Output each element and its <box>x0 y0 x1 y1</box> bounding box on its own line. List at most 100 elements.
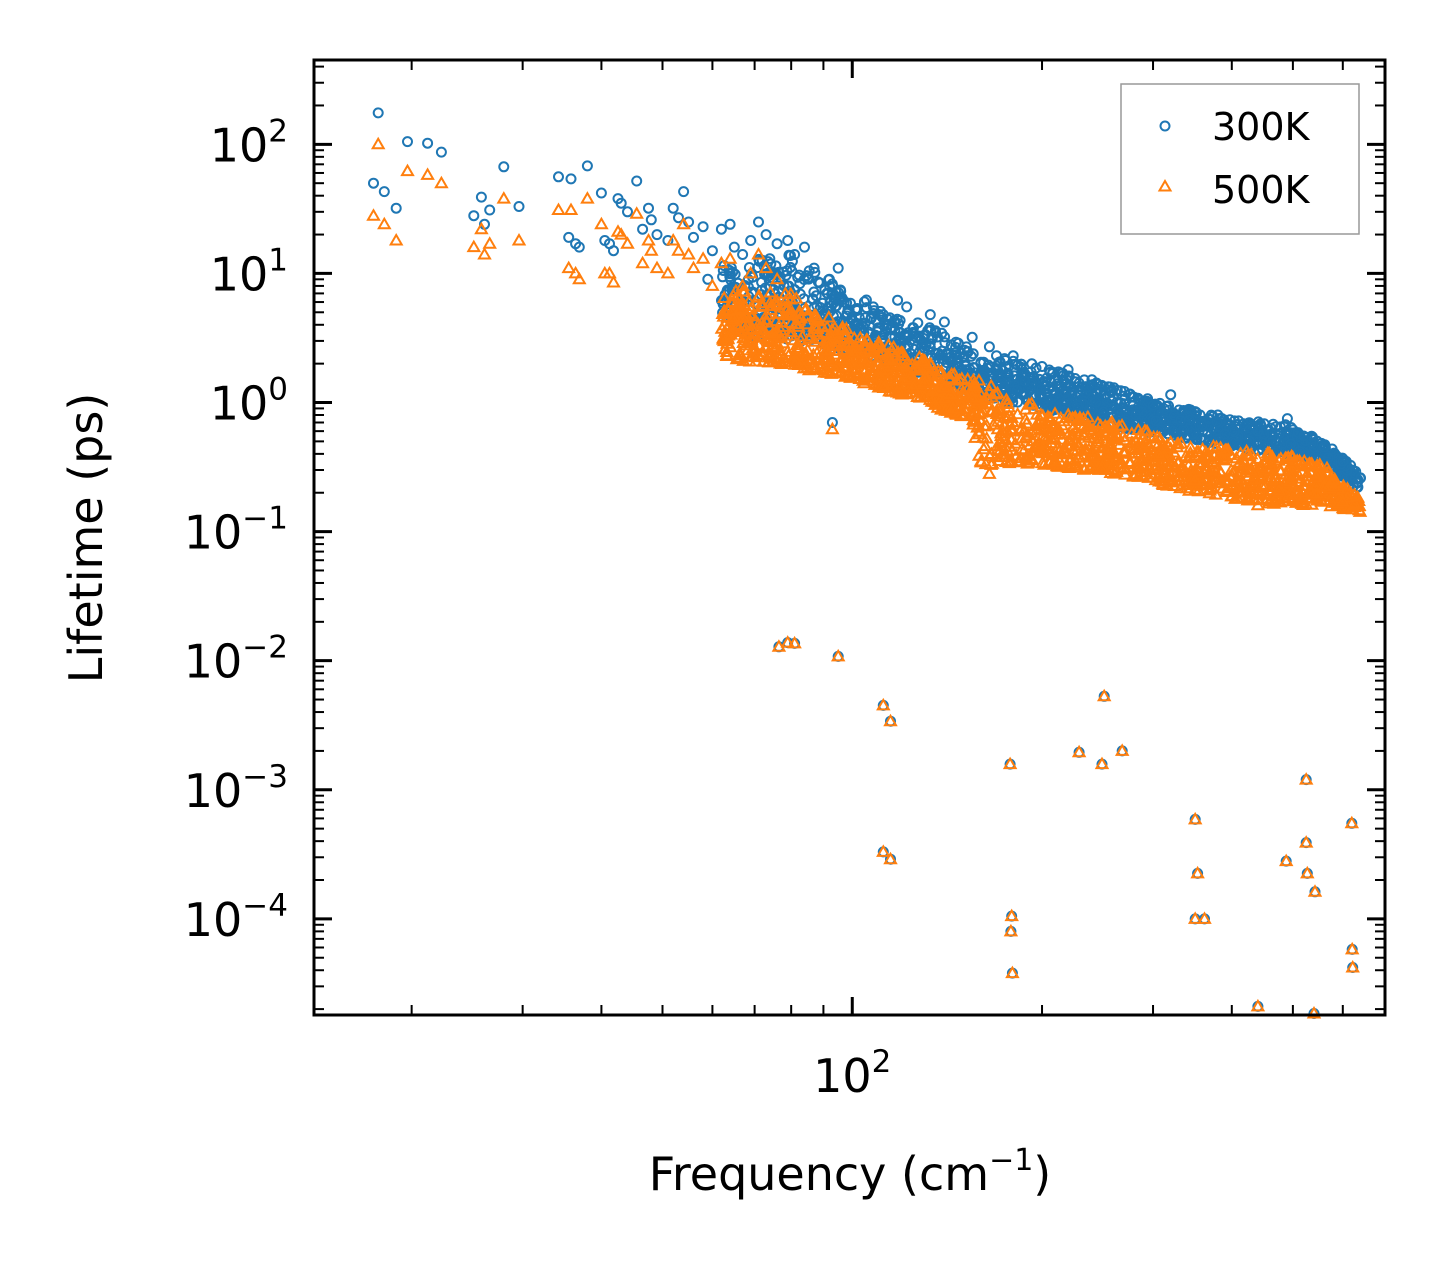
data-point <box>723 295 739 308</box>
data-point <box>983 378 999 392</box>
data-point <box>388 233 404 246</box>
data-point <box>1007 350 1019 362</box>
data-point <box>1217 443 1233 456</box>
data-point <box>511 233 527 246</box>
data-point <box>1010 406 1025 420</box>
data-point <box>1171 454 1187 467</box>
data-point <box>1024 396 1039 409</box>
data-point <box>1115 429 1131 442</box>
plot-data-layer <box>366 107 1368 1019</box>
data-point <box>1335 494 1351 507</box>
data-point <box>946 354 958 366</box>
y-tick-label: 100 <box>210 372 288 431</box>
data-point <box>932 392 948 406</box>
data-point <box>715 223 727 235</box>
data-point <box>1039 431 1055 444</box>
data-point <box>1130 442 1145 455</box>
data-point <box>932 331 943 343</box>
data-point <box>927 397 943 410</box>
data-point <box>968 430 983 443</box>
data-point <box>594 216 609 230</box>
data-point <box>496 191 512 204</box>
data-point <box>787 357 803 370</box>
data-point <box>1219 428 1231 440</box>
data-point <box>1243 435 1255 447</box>
data-point <box>1213 475 1228 489</box>
data-point <box>1072 386 1084 398</box>
data-point <box>959 344 970 356</box>
data-point <box>1093 461 1109 475</box>
data-point <box>764 253 776 265</box>
data-point <box>729 319 745 332</box>
data-point <box>987 367 999 379</box>
data-point <box>858 296 870 308</box>
data-point <box>816 336 831 349</box>
legend-marker-300k <box>1159 120 1171 132</box>
data-point <box>1163 435 1178 448</box>
data-point <box>1344 815 1360 829</box>
data-point <box>1263 443 1274 455</box>
data-point <box>871 334 886 348</box>
data-point <box>1100 424 1116 437</box>
data-point <box>581 160 593 172</box>
data-point <box>826 417 838 428</box>
y-tick-label: 101 <box>210 242 288 301</box>
data-point <box>759 307 775 320</box>
data-point <box>751 288 767 301</box>
data-point <box>1079 419 1094 432</box>
data-point <box>1015 358 1027 370</box>
data-point <box>780 344 795 357</box>
data-point <box>819 343 835 356</box>
data-point <box>1080 382 1092 393</box>
data-point <box>829 359 844 372</box>
data-point <box>1347 496 1362 509</box>
x-axis-title-end: ) <box>1033 1147 1051 1201</box>
data-point <box>856 354 871 367</box>
data-point <box>1047 406 1063 419</box>
data-point <box>1033 421 1049 434</box>
data-point <box>1122 454 1137 468</box>
data-point <box>892 386 907 399</box>
data-point <box>737 333 753 346</box>
data-point <box>728 241 740 253</box>
data-point <box>741 335 757 348</box>
data-point <box>956 385 972 399</box>
data-point <box>767 296 782 309</box>
data-point <box>643 202 654 214</box>
data-point <box>957 401 972 414</box>
data-point <box>665 233 681 246</box>
data-point <box>1131 457 1146 471</box>
data-point <box>1005 965 1020 979</box>
data-point <box>1298 835 1314 848</box>
data-point <box>1212 463 1228 477</box>
data-point <box>651 229 663 241</box>
data-point <box>850 303 861 315</box>
data-point <box>824 280 836 292</box>
data-point <box>1087 447 1102 461</box>
data-point <box>954 391 969 404</box>
data-point <box>830 648 846 662</box>
data-point <box>895 383 910 396</box>
data-point <box>791 319 806 332</box>
data-point <box>1344 941 1360 955</box>
data-point <box>1229 426 1240 438</box>
x-axis-title-superscript: −1 <box>989 1143 1033 1178</box>
data-point <box>649 260 665 274</box>
data-point <box>1084 396 1096 408</box>
data-point <box>1298 430 1310 442</box>
data-point <box>422 137 434 149</box>
data-point <box>1190 865 1205 879</box>
data-point <box>846 346 861 359</box>
y-tick-label: 10−4 <box>184 888 288 947</box>
data-point <box>771 238 783 250</box>
data-point <box>876 380 892 393</box>
data-point <box>850 335 865 348</box>
data-point <box>820 365 835 378</box>
data-point <box>1254 478 1270 491</box>
data-point <box>1070 438 1085 451</box>
data-point <box>939 331 951 343</box>
data-point <box>1106 446 1122 459</box>
data-point <box>843 304 855 316</box>
data-point <box>1145 453 1161 467</box>
data-point <box>1072 427 1087 440</box>
